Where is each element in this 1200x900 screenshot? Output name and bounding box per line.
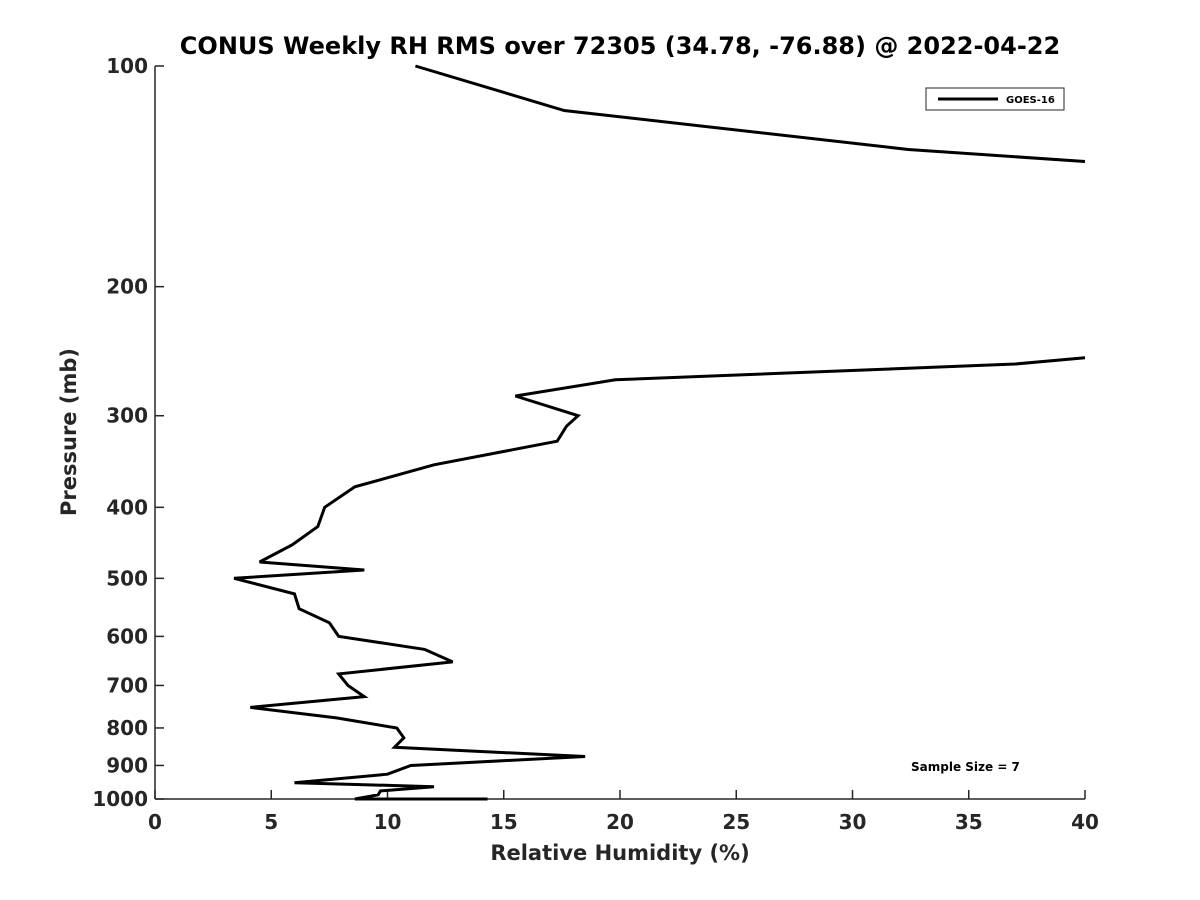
x-axis-ticks: 0 5 10 15 20 25 30 35 40 xyxy=(148,790,1099,834)
y-tick-label: 200 xyxy=(106,275,148,299)
y-tick-label: 300 xyxy=(106,404,148,428)
sample-size-annotation: Sample Size = 7 xyxy=(911,760,1020,774)
y-tick-label: 400 xyxy=(106,495,148,519)
legend: GOES-16 xyxy=(925,87,1065,111)
x-tick-label: 25 xyxy=(722,810,750,834)
series-line-goes-16 xyxy=(233,356,1086,801)
y-tick-label: 600 xyxy=(106,624,148,648)
x-tick-label: 20 xyxy=(606,810,634,834)
y-tick-label: 100 xyxy=(106,54,148,78)
x-tick-label: 40 xyxy=(1071,810,1099,834)
series-line-goes-16 xyxy=(414,64,1086,163)
legend-label-goes-16: GOES-16 xyxy=(1006,95,1055,106)
y-tick-label: 500 xyxy=(106,566,148,590)
x-tick-label: 30 xyxy=(839,810,867,834)
x-tick-label: 5 xyxy=(264,810,278,834)
x-tick-label: 0 xyxy=(148,810,162,834)
y-tick-label: 1000 xyxy=(92,787,148,811)
y-tick-label: 900 xyxy=(106,753,148,777)
y-tick-label: 800 xyxy=(106,716,148,740)
y-tick-label: 700 xyxy=(106,673,148,697)
x-tick-label: 10 xyxy=(374,810,402,834)
x-axis-label: Relative Humidity (%) xyxy=(490,841,749,865)
series-layer xyxy=(233,64,1086,801)
x-tick-label: 15 xyxy=(490,810,518,834)
chart-title: CONUS Weekly RH RMS over 72305 (34.78, -… xyxy=(180,32,1060,60)
y-axis-label: Pressure (mb) xyxy=(57,348,81,516)
y-axis-ticks: 100 200 300 400 500 600 700 800 900 1000 xyxy=(92,54,164,811)
x-tick-label: 35 xyxy=(955,810,983,834)
